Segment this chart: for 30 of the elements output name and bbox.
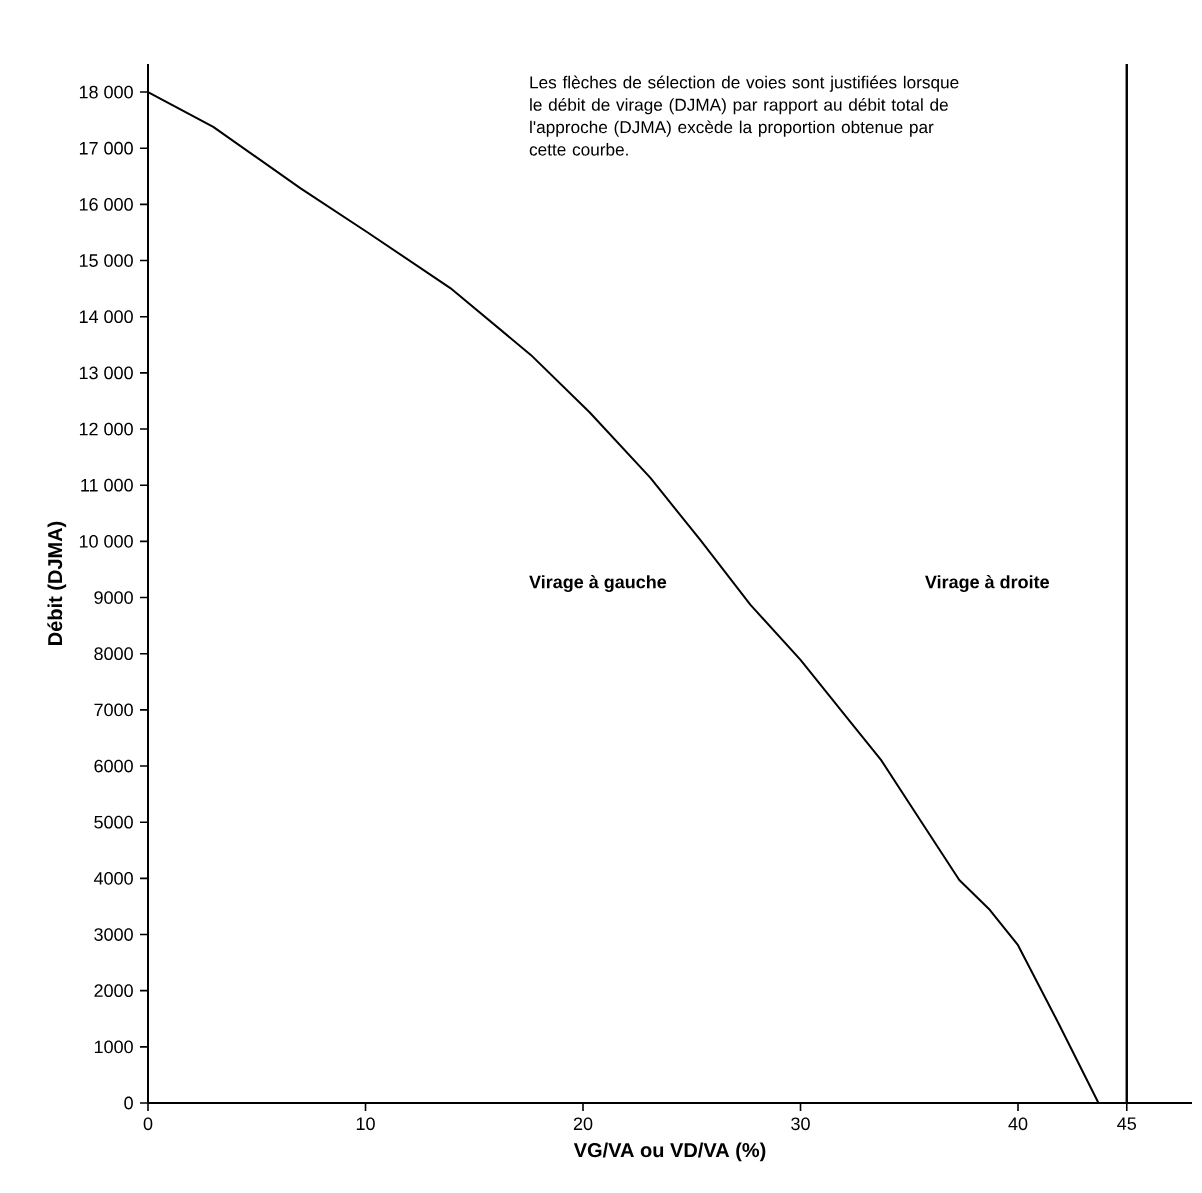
y-tick-label: 10 000 [79,534,133,548]
x-tick-label: 40 [1008,1117,1028,1131]
y-tick-label: 17 000 [79,141,133,155]
y-tick-label: 15 000 [79,254,133,267]
y-tick-label: 9000 [94,591,133,604]
annotation: Virage à droite [925,574,1049,593]
x-tick-label: 20 [573,1117,593,1131]
y-tick-label: 8000 [94,647,133,661]
y-tick-label: 13 000 [79,366,133,380]
annotation: Virage à gauche [529,574,667,593]
x-tick-label: 45 [1117,1117,1137,1130]
annotation: Les flèches de sélection de voies sont justifiées lorsque le débit de virage (DJMA) par rapport au débit total de l'approche (DJMA) excède la proportion obtenue par cette courbe. [529,75,959,156]
y-tick-label: 3000 [94,928,133,941]
x-tick-label: 30 [791,1117,810,1131]
x-tick-label: 10 [356,1117,375,1131]
y-tick-label: 11 000 [81,478,133,492]
y-tick-label: 1000 [94,1040,133,1054]
y-tick-label: 14 000 [79,310,133,324]
x-axis-title: VG/VA ou VD/VA (%) [573,1142,766,1162]
y-tick-label: 7000 [94,703,133,717]
y-tick-label: 16 000 [79,198,133,211]
y-tick-label: 2000 [94,984,133,998]
y-tick-label: 18 000 [79,85,133,99]
y-axis-title: Débit (DJMA) [47,521,67,645]
y-tick-label: 0 [124,1096,133,1110]
x-tick-label: 0 [143,1117,153,1131]
y-tick-label: 12 000 [79,422,133,436]
y-tick-label: 4000 [93,871,133,885]
y-tick-label: 6000 [94,759,133,773]
y-tick-label: 5000 [94,815,133,829]
